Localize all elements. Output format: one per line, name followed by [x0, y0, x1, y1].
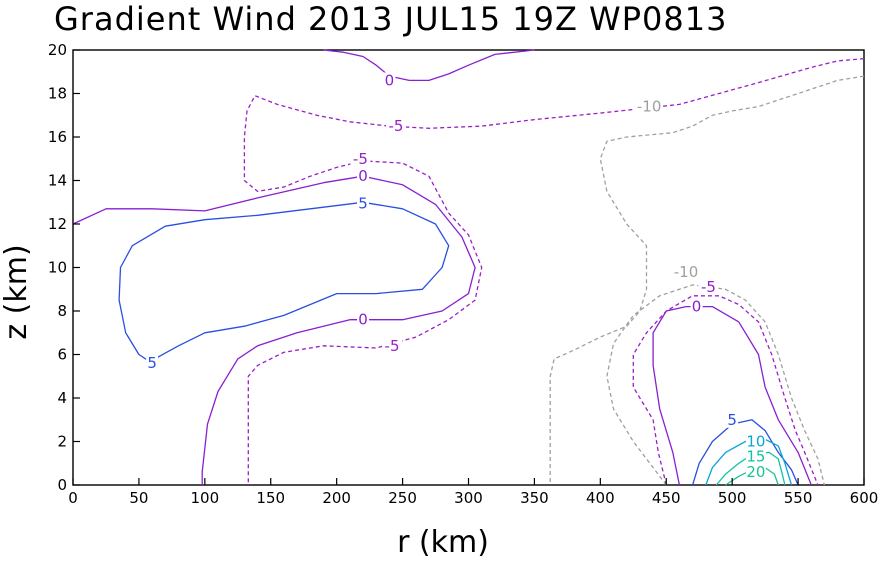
x-tick-label: 300: [454, 489, 483, 507]
y-tick-label: 6: [57, 346, 67, 364]
x-tick-label: 550: [784, 489, 813, 507]
y-tick-label: 14: [48, 172, 67, 190]
x-tick-label: 0: [68, 489, 78, 507]
contour-label-bg: [382, 337, 403, 354]
x-tick-label: 450: [652, 489, 681, 507]
contour-label-bg: [690, 298, 703, 315]
contour-label: -10: [674, 263, 699, 281]
plot-frame: [72, 49, 865, 486]
x-tick-label: 600: [850, 489, 879, 507]
chart-title: Gradient Wind 2013 JUL15 19Z WP0813: [54, 0, 727, 38]
contour-label-bg: [357, 168, 370, 185]
contour-label: 5: [147, 354, 157, 372]
y-axis-label: z (km): [0, 244, 34, 339]
y-tick-label: 2: [57, 433, 67, 451]
x-tick-label: 50: [129, 489, 148, 507]
contour-line-neg5: [632, 295, 819, 486]
contour-line-neg10: [549, 75, 865, 485]
y-tick-label: 10: [48, 259, 67, 277]
contour-label: 10: [746, 433, 765, 451]
contour-label-bg: [383, 72, 396, 89]
contour-line-0: [652, 305, 812, 486]
x-tick-label: 100: [191, 489, 220, 507]
contour-label-bg: [350, 150, 371, 167]
x-tick-label: 150: [256, 489, 285, 507]
contour-label: -5: [353, 150, 368, 168]
y-axis-ticks: 0 2 4 6 8 10 12 14 16 18 20: [48, 41, 80, 494]
contour-label-bg: [745, 463, 766, 480]
y-tick-label: 8: [57, 302, 67, 320]
x-tick-label: 250: [388, 489, 417, 507]
y-tick-label: 16: [48, 128, 67, 146]
contour-label-bg: [726, 411, 739, 428]
contour-label-bg: [672, 263, 701, 280]
contour-label: 5: [358, 194, 368, 212]
contour-label-bg: [698, 279, 719, 296]
contour-label-bg: [357, 311, 370, 328]
contour-label: 0: [358, 311, 368, 329]
contour-label: -5: [701, 278, 716, 296]
contour-label: 0: [692, 298, 702, 316]
x-tick-label: 200: [322, 489, 351, 507]
x-axis-label: r (km): [397, 525, 489, 560]
contour-label: 0: [358, 167, 368, 185]
contour-label: 0: [385, 71, 395, 89]
contour-line-neg5: [243, 58, 865, 485]
contour-label-bg: [745, 448, 766, 465]
y-tick-label: 0: [57, 476, 67, 494]
contour-label-bg: [745, 433, 766, 450]
contour-line-5: [118, 201, 450, 364]
contour-label: 20: [746, 463, 765, 481]
contour-label-bg: [357, 195, 370, 212]
x-tick-label: 400: [586, 489, 615, 507]
contour-label: 5: [727, 411, 737, 429]
x-tick-label: 500: [718, 489, 747, 507]
contour-label-bg: [385, 118, 406, 135]
y-tick-label: 4: [57, 389, 67, 407]
contour-line-5: [691, 419, 799, 486]
contour-line-0: [72, 175, 476, 485]
x-tick-label: 350: [520, 489, 549, 507]
contour-line-neg10: [606, 284, 826, 486]
contour-line-0: [323, 49, 535, 82]
contour-label: -5: [389, 117, 404, 135]
contour-label-bg: [635, 98, 664, 115]
y-tick-label: 20: [48, 41, 67, 59]
x-axis-ticks: 0 50 100 150 200 250 300 350 400 450 500 550 600: [68, 478, 878, 507]
contour-label: -5: [385, 337, 400, 355]
y-tick-label: 12: [48, 215, 67, 233]
contour-label: -10: [637, 98, 662, 116]
contour-lines: [72, 49, 865, 486]
y-tick-label: 18: [48, 85, 67, 103]
contour-label-bg: [146, 355, 159, 372]
contour-label: 15: [746, 448, 765, 466]
